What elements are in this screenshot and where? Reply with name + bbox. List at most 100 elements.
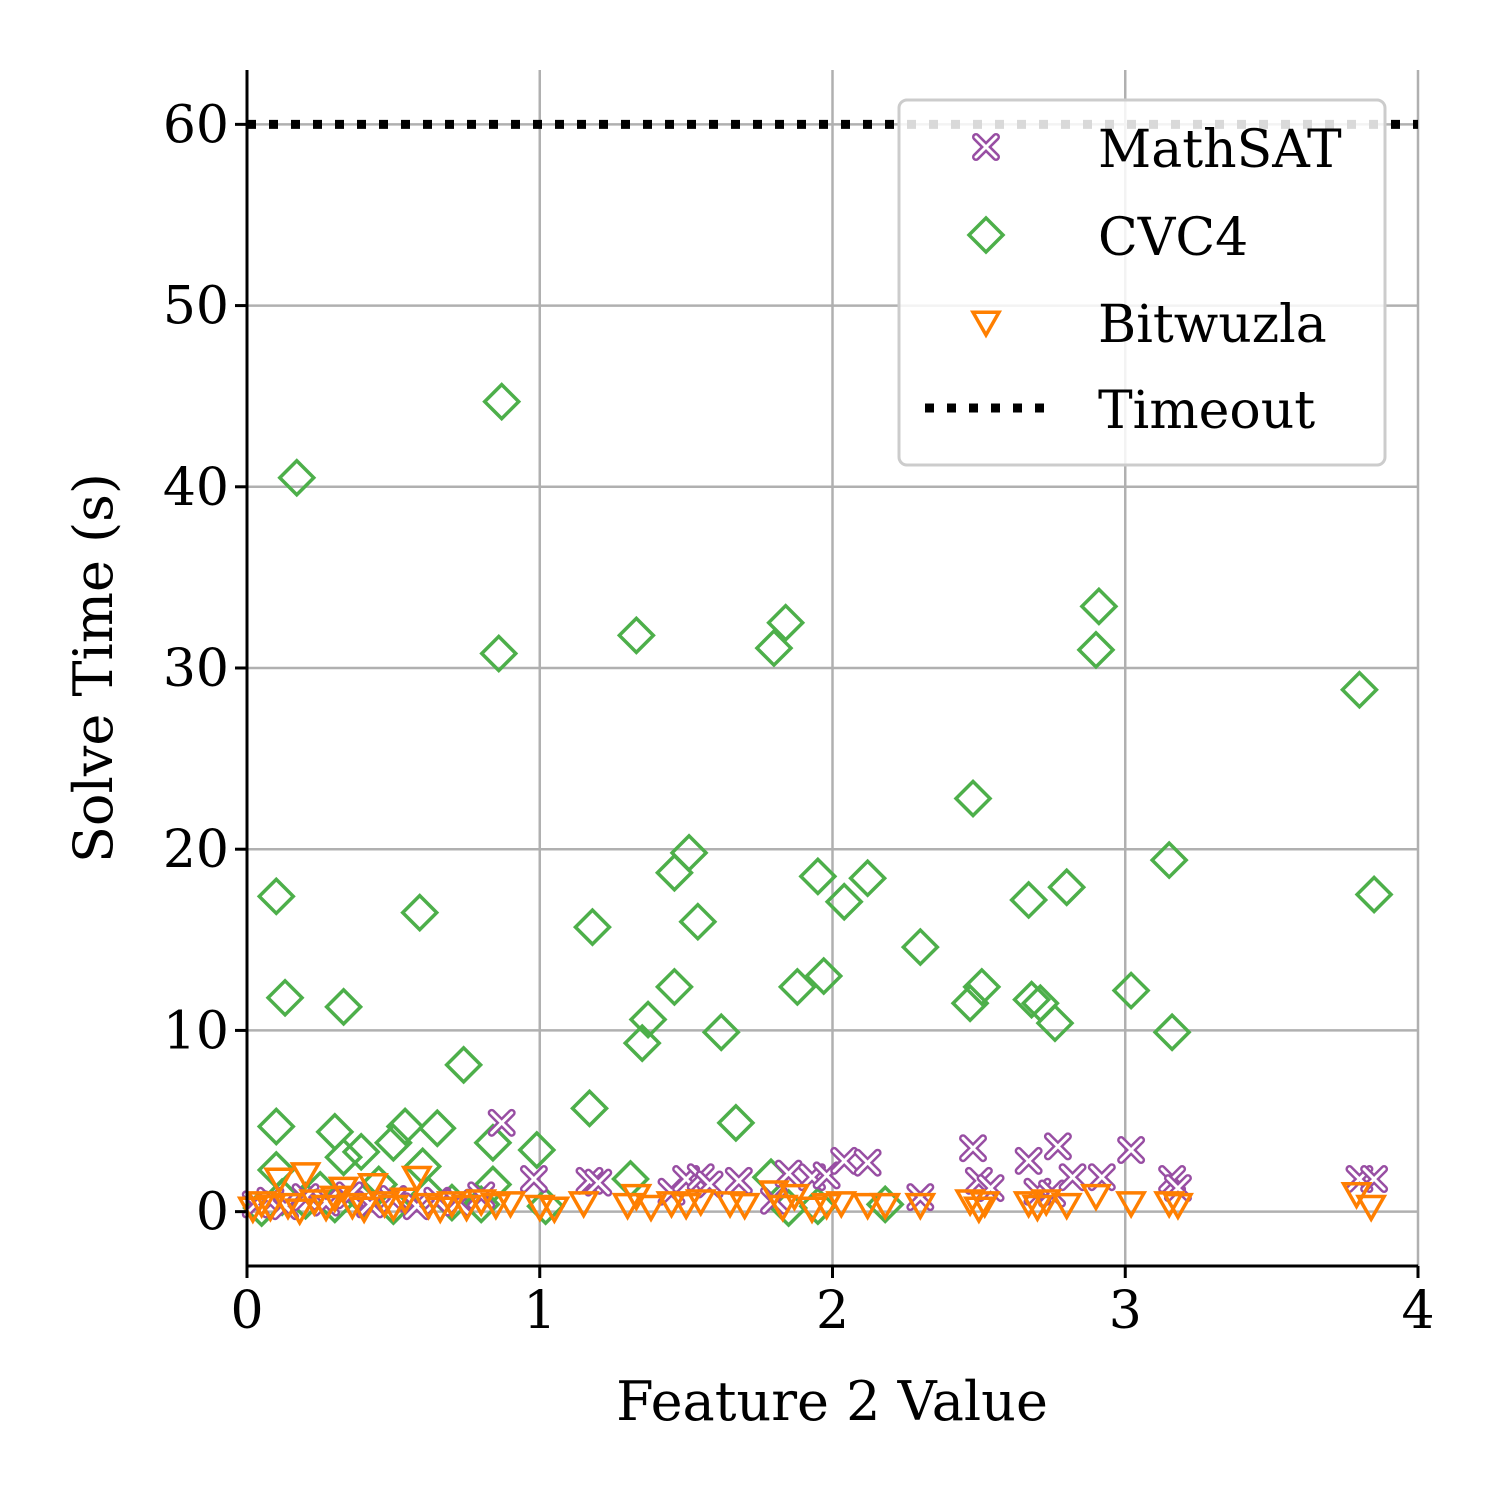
data-point-bitwuzla bbox=[368, 1191, 401, 1220]
data-point-cvc4 bbox=[1149, 840, 1189, 880]
data-point-cvc4 bbox=[277, 458, 317, 498]
data-point-cvc4 bbox=[417, 1108, 457, 1148]
data-point-cvc4 bbox=[701, 1012, 741, 1052]
data-point-mathsat bbox=[724, 1166, 753, 1195]
data-point-bitwuzla bbox=[766, 1194, 799, 1223]
x-tick-label: 0 bbox=[230, 1281, 263, 1341]
data-point-cvc4 bbox=[804, 956, 844, 996]
data-point-cvc4 bbox=[265, 978, 305, 1018]
data-point-cvc4 bbox=[628, 1000, 668, 1040]
data-point-cvc4 bbox=[341, 1132, 381, 1172]
data-point-cvc4 bbox=[798, 1186, 838, 1226]
x-ticks: 0 1 2 3 4 bbox=[230, 1266, 1435, 1341]
data-point-cvc4 bbox=[256, 876, 296, 916]
data-point-bitwuzla bbox=[567, 1191, 600, 1220]
data-point-cvc4 bbox=[716, 1103, 756, 1143]
data-point-cvc4 bbox=[324, 1137, 364, 1177]
data-point-cvc4 bbox=[373, 1123, 413, 1163]
series-cvc4 bbox=[242, 382, 1394, 1228]
y-axis-label: Solve Time (s) bbox=[62, 473, 125, 863]
y-ticks: 0 10 20 30 40 50 60 bbox=[163, 95, 247, 1243]
y-tick-label: 10 bbox=[163, 1001, 229, 1061]
data-point-cvc4 bbox=[654, 967, 694, 1007]
data-point-bitwuzla bbox=[298, 1189, 331, 1218]
data-point-cvc4 bbox=[1079, 586, 1119, 626]
data-point-bitwuzla bbox=[283, 1198, 316, 1227]
data-point-cvc4 bbox=[526, 1186, 566, 1226]
data-point-mathsat bbox=[1058, 1163, 1087, 1192]
data-point-bitwuzla bbox=[271, 1192, 305, 1221]
data-point-bitwuzla bbox=[968, 1191, 1001, 1220]
data-point-bitwuzla bbox=[348, 1196, 381, 1225]
data-point-cvc4 bbox=[1152, 1012, 1192, 1052]
data-point-cvc4 bbox=[848, 858, 888, 898]
data-point-bitwuzla bbox=[825, 1191, 858, 1220]
data-point-cvc4 bbox=[444, 1045, 484, 1085]
data-point-bitwuzla bbox=[389, 1187, 422, 1216]
data-point-mathsat bbox=[584, 1168, 613, 1197]
data-point-bitwuzla bbox=[1012, 1191, 1045, 1220]
data-point-cvc4 bbox=[622, 1023, 662, 1063]
legend-label-bitwuzla: Bitwuzla bbox=[1098, 295, 1327, 355]
data-point-mathsat bbox=[853, 1148, 882, 1177]
data-point-cvc4 bbox=[953, 778, 993, 818]
data-point-cvc4 bbox=[616, 615, 656, 655]
data-point-cvc4 bbox=[798, 856, 838, 896]
legend-label-timeout: Timeout bbox=[1098, 381, 1315, 441]
data-point-cvc4 bbox=[256, 1106, 296, 1146]
data-point-bitwuzla bbox=[289, 1162, 322, 1191]
data-point-cvc4 bbox=[1354, 875, 1394, 914]
data-point-cvc4 bbox=[479, 634, 519, 673]
data-point-cvc4 bbox=[669, 833, 709, 873]
data-point-bitwuzla bbox=[1115, 1191, 1148, 1220]
y-tick-label: 40 bbox=[163, 458, 229, 518]
y-tick-label: 60 bbox=[163, 95, 229, 155]
data-point-bitwuzla bbox=[263, 1167, 296, 1196]
data-point-cvc4 bbox=[1009, 880, 1049, 920]
data-point-bitwuzla bbox=[412, 1192, 445, 1221]
data-point-cvc4 bbox=[678, 902, 718, 942]
data-point-bitwuzla bbox=[851, 1192, 884, 1221]
data-point-bitwuzla bbox=[450, 1194, 483, 1223]
data-point-bitwuzla bbox=[336, 1192, 369, 1221]
data-point-cvc4 bbox=[324, 987, 364, 1027]
y-tick-label: 20 bbox=[163, 820, 229, 880]
y-tick-label: 0 bbox=[196, 1183, 229, 1243]
data-point-bitwuzla bbox=[728, 1192, 761, 1221]
data-point-bitwuzla bbox=[670, 1192, 703, 1221]
series-bitwuzla bbox=[236, 1162, 1388, 1227]
x-tick-label: 3 bbox=[1109, 1281, 1142, 1341]
x-tick-label: 2 bbox=[816, 1281, 849, 1341]
data-point-mathsat bbox=[1117, 1136, 1146, 1165]
data-point-bitwuzla bbox=[245, 1191, 278, 1220]
data-points bbox=[236, 382, 1394, 1228]
data-point-bitwuzla bbox=[1355, 1194, 1388, 1223]
data-point-bitwuzla bbox=[869, 1192, 902, 1221]
data-point-bitwuzla bbox=[684, 1189, 717, 1218]
y-tick-label: 50 bbox=[163, 277, 229, 337]
data-point-bitwuzla bbox=[1161, 1192, 1194, 1221]
data-point-cvc4 bbox=[1047, 867, 1087, 907]
data-point-cvc4 bbox=[572, 907, 612, 947]
data-point-bitwuzla bbox=[479, 1192, 512, 1221]
data-point-bitwuzla bbox=[538, 1196, 571, 1225]
data-point-bitwuzla bbox=[377, 1194, 410, 1223]
data-point-bitwuzla bbox=[810, 1192, 843, 1221]
data-point-bitwuzla bbox=[494, 1191, 527, 1220]
data-point-bitwuzla bbox=[1050, 1192, 1083, 1221]
data-point-cvc4 bbox=[962, 967, 1002, 1007]
data-point-bitwuzla bbox=[962, 1196, 995, 1225]
data-point-cvc4 bbox=[400, 893, 440, 933]
data-point-cvc4 bbox=[950, 983, 990, 1023]
data-point-cvc4 bbox=[473, 1123, 513, 1163]
data-point-cvc4 bbox=[1076, 630, 1116, 670]
data-point-mathsat bbox=[830, 1146, 859, 1175]
legend-marker-mathsat bbox=[972, 133, 1000, 161]
x-tick-label: 4 bbox=[1401, 1281, 1434, 1341]
data-point-cvc4 bbox=[754, 628, 794, 668]
data-point-bitwuzla bbox=[327, 1176, 360, 1205]
data-point-cvc4 bbox=[517, 1130, 557, 1170]
legend-marker-cvc4 bbox=[966, 215, 1006, 255]
data-point-cvc4 bbox=[482, 382, 522, 422]
data-point-cvc4 bbox=[777, 967, 817, 1007]
